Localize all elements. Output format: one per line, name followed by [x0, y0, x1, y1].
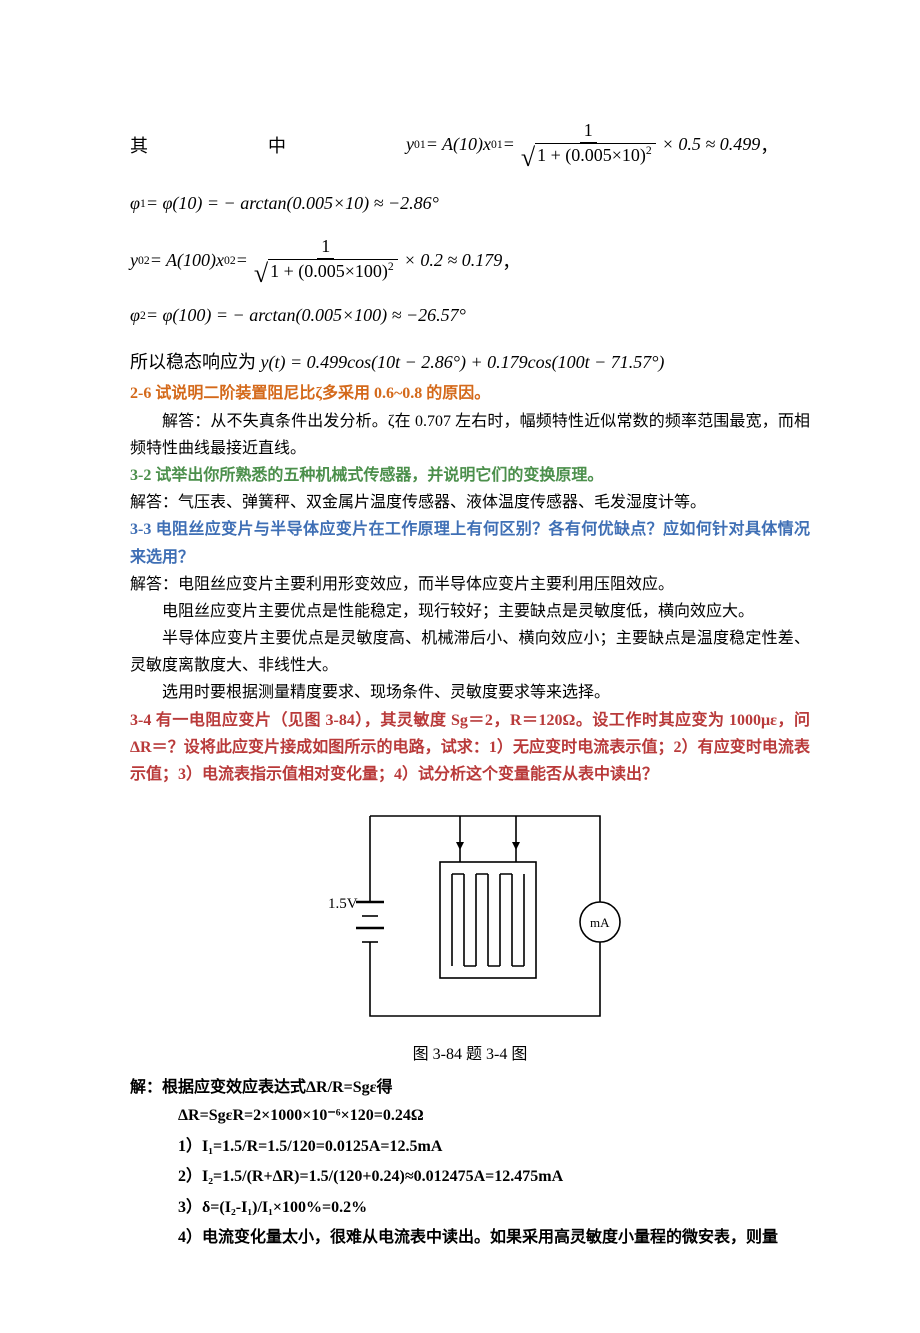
equation-y02: y02 = A(100)x02 = 1 √ 1 + (0.005×100)2 ×…	[130, 236, 810, 285]
solution-step-4: 4）电流变化量太小，很难从电流表中读出。如果采用高灵敏度小量程的微安表，则量	[178, 1223, 810, 1253]
eq1-eq: =	[503, 134, 515, 155]
answer-3-2: 解答：气压表、弹簧秤、双金属片温度传感器、液体温度传感器、毛发湿度计等。	[130, 489, 810, 516]
eq1-lhs-sub: 01	[414, 138, 426, 151]
eq3-fraction: 1 √ 1 + (0.005×100)2	[250, 236, 402, 285]
eq1-den-exp: 2	[646, 144, 652, 157]
eq1-radicand: 1 + (0.005×10)2	[535, 143, 656, 169]
eq2-body: = φ(10) = − arctan(0.005×10) ≈ −2.86°	[146, 193, 439, 214]
eq5-prefix: 所以稳态响应为	[130, 352, 261, 372]
equation-steady-state: 所以稳态响应为 y(t) = 0.499cos(10t − 2.86°) + 0…	[130, 348, 810, 374]
solution-step-1: 1）I₁=1.5/R=1.5/120=0.0125A=12.5mA	[178, 1132, 810, 1162]
eq4-sym: φ	[130, 305, 140, 326]
question-3-2: 3-2 试举出你所熟悉的五种机械式传感器，并说明它们的变换原理。	[130, 462, 810, 489]
answer-3-3-p4: 选用时要根据测量精度要求、现场条件、灵敏度要求等来选择。	[130, 679, 810, 706]
eq3-eq: =	[236, 250, 248, 271]
eq3-punct: ，	[502, 248, 520, 274]
fig-meter-label: mA	[590, 915, 610, 930]
question-3-3: 3-3 电阻丝应变片与半导体应变片在工作原理上有何区别？各有何优缺点？应如何针对…	[130, 516, 810, 570]
equation-y01: 其 中 y01 = A(10)x01 = 1 √ 1 + (0.005×10)2…	[130, 120, 810, 169]
solution-dr: ΔR=SgεR=2×1000×10⁻⁶×120=0.24Ω	[178, 1101, 810, 1131]
document-page: 其 中 y01 = A(10)x01 = 1 √ 1 + (0.005×10)2…	[0, 0, 920, 1333]
eq3-mid: = A(100)x	[150, 250, 224, 271]
eq3-sqrt: √ 1 + (0.005×100)2	[254, 259, 398, 285]
answer-2-6: 解答：从不失真条件出发分析。ζ在 0.707 左右时，幅频特性近似常数的频率范围…	[130, 408, 810, 462]
question-2-6: 2-6 试说明二阶装置阻尼比ζ多采用 0.6~0.8 的原因。	[130, 380, 810, 407]
answer-3-3-p2: 电阻丝应变片主要优点是性能稳定，现行较好；主要缺点是灵敏度低，横向效应大。	[130, 598, 810, 625]
eq2-sym: φ	[130, 193, 140, 214]
solution-step-2: 2）I₂=1.5/(R+ΔR)=1.5/(120+0.24)≈0.012475A…	[178, 1162, 810, 1192]
eq3-lhs: y	[130, 250, 138, 271]
eq1-num: 1	[580, 120, 597, 143]
label-qi: 其	[130, 132, 148, 158]
eq3-lhs-sub: 02	[138, 254, 150, 267]
eq3-den: √ 1 + (0.005×100)2	[250, 259, 402, 286]
radical-icon: √	[521, 145, 535, 171]
eq3-den-exp: 2	[388, 260, 394, 273]
eq3-body: y02 = A(100)x02 = 1 √ 1 + (0.005×100)2 ×…	[130, 236, 502, 285]
equation-phi1: φ1 = φ(10) = − arctan(0.005×10) ≈ −2.86°	[130, 193, 810, 214]
solution-step-3: 3）δ=(I₂-I₁)/I₁×100%=0.2%	[178, 1193, 810, 1223]
eq4-body: = φ(100) = − arctan(0.005×100) ≈ −26.57°	[146, 305, 466, 326]
question-3-4: 3-4 有一电阻应变片（见图 3-84），其灵敏度 Sg＝2，R＝120Ω。设工…	[130, 707, 810, 789]
eq1-sqrt: √ 1 + (0.005×10)2	[521, 143, 656, 169]
solution-lead: 解：根据应变效应表达式ΔR/R=Sgε得	[130, 1074, 810, 1101]
eq1-fraction: 1 √ 1 + (0.005×10)2	[517, 120, 660, 169]
eq1-mid-sub: 01	[491, 138, 503, 151]
answer-3-3-p1: 解答：电阻丝应变片主要利用形变效应，而半导体应变片主要利用压阻效应。	[130, 571, 810, 598]
circuit-diagram: 1.5V mA	[300, 796, 640, 1036]
solution-steps: ΔR=SgεR=2×1000×10⁻⁶×120=0.24Ω 1）I₁=1.5/R…	[130, 1101, 810, 1253]
eq1-punct: ，	[760, 132, 778, 158]
eq1-den-inside: 1 + (0.005×10)	[537, 145, 646, 165]
eq1-mid: = A(10)x	[426, 134, 491, 155]
equation-phi2: φ2 = φ(100) = − arctan(0.005×100) ≈ −26.…	[130, 305, 810, 326]
figure-caption: 图 3-84 题 3-4 图	[413, 1040, 528, 1064]
eq3-den-inside: 1 + (0.005×100)	[270, 261, 388, 281]
figure-3-84: 1.5V mA 图 3-84 题 3-4 图	[130, 796, 810, 1064]
fig-voltage-label: 1.5V	[328, 896, 358, 912]
answer-3-3-p3: 半导体应变片主要优点是灵敏度高、机械滞后小、横向效应小；主要缺点是温度稳定性差、…	[130, 625, 810, 679]
eq3-num: 1	[317, 236, 334, 259]
eq3-radicand: 1 + (0.005×100)2	[268, 259, 398, 285]
eq1-body: y01 = A(10)x01 = 1 √ 1 + (0.005×10)2 × 0…	[406, 120, 760, 169]
eq1-tail: × 0.5 ≈ 0.499	[662, 134, 761, 155]
eq1-den: √ 1 + (0.005×10)2	[517, 143, 660, 170]
radical-icon: √	[254, 261, 268, 287]
eq3-mid-sub: 02	[224, 254, 236, 267]
label-zhong: 中	[268, 132, 286, 158]
eq3-tail: × 0.2 ≈ 0.179	[404, 250, 503, 271]
eq1-lhs: y	[406, 134, 414, 155]
eq5-body: y(t) = 0.499cos(10t − 2.86°) + 0.179cos(…	[261, 352, 665, 373]
